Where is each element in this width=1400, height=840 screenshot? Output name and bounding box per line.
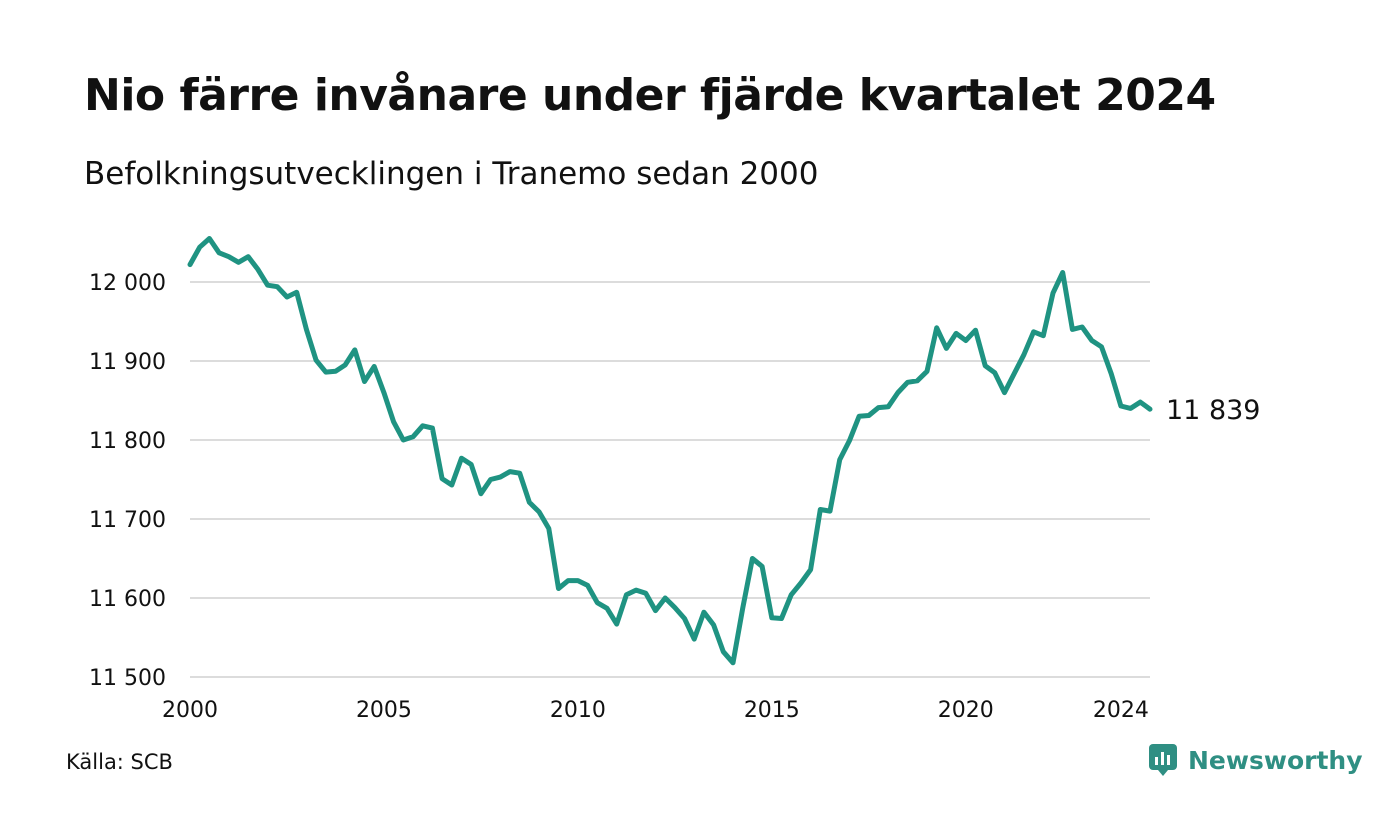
x-axis-ticks: 2000 2005 2010 2015 2020 2024 [162,698,1149,723]
y-tick-label: 11 800 [89,429,166,454]
x-tick-label: 2020 [938,698,994,723]
x-tick-label: 2015 [744,698,800,723]
series-line [187,236,1153,666]
brand-name: Newsworthy [1188,745,1363,775]
x-tick-label: 2024 [1093,698,1149,723]
y-tick-label: 11 900 [89,350,166,375]
source-note: Källa: SCB [66,750,173,774]
y-tick-label: 12 000 [89,271,166,296]
end-value-label: 11 839 [1166,395,1260,426]
x-tick-label: 2000 [162,698,218,723]
x-tick-label: 2005 [356,698,412,723]
chart-subtitle: Befolkningsutvecklingen i Tranemo sedan … [84,156,819,192]
end-label-group: 11 839 [1166,395,1260,426]
chart-title: Nio färre invånare under fjärde kvartale… [84,70,1216,121]
y-tick-label: 11 500 [89,666,166,691]
y-tick-label: 11 600 [89,587,166,612]
newsworthy-logo-icon [1149,744,1177,776]
y-tick-label: 11 700 [89,508,166,533]
series-group [187,236,1153,666]
brand-logo[interactable]: Newsworthy [1148,743,1363,777]
gridlines [190,281,1150,678]
y-axis-ticks: 11 500 11 600 11 700 11 800 11 900 12 000 [89,271,166,691]
x-tick-label: 2010 [550,698,606,723]
